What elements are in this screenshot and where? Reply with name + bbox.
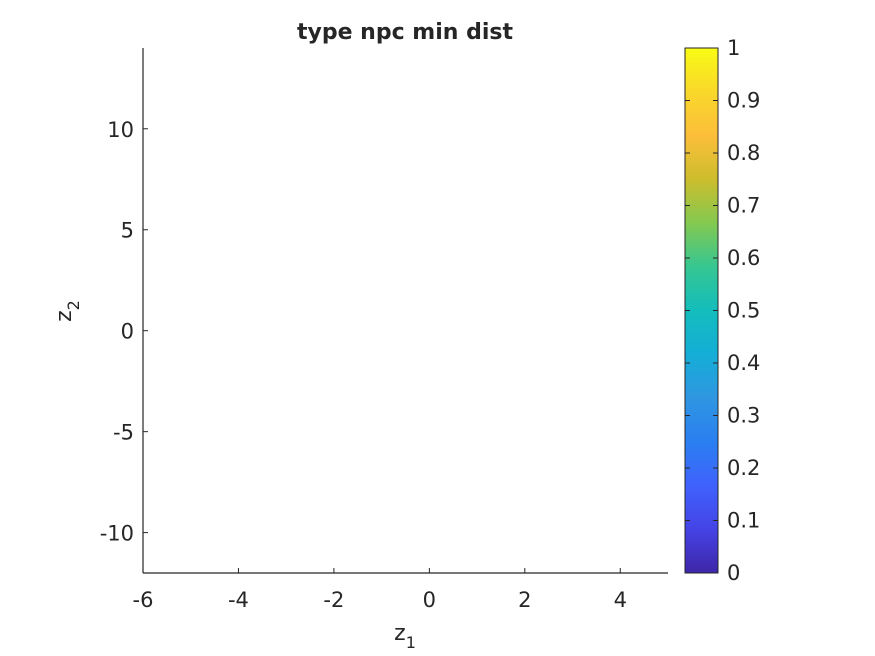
y-tick-label: 5 bbox=[121, 219, 134, 243]
y-tick-label: -5 bbox=[113, 421, 134, 445]
colorbar-tick-label: 0.7 bbox=[727, 194, 760, 218]
colorbar-tick-label: 1 bbox=[727, 36, 740, 60]
colorbar-tick-label: 0 bbox=[727, 561, 740, 585]
x-tick-label: -4 bbox=[228, 588, 249, 612]
plot-area: -6 -4 -2 0 2 4 -10 -5 0 5 10 bbox=[100, 48, 668, 612]
x-tick-label: 2 bbox=[518, 588, 531, 612]
x-axis-label-base: z bbox=[394, 621, 406, 646]
x-tick-label: 4 bbox=[614, 588, 627, 612]
y-tick-label: 0 bbox=[121, 320, 134, 344]
x-tick-label: -2 bbox=[323, 588, 344, 612]
x-tick-label: 0 bbox=[423, 588, 436, 612]
colorbar-tick-label: 0.3 bbox=[727, 404, 760, 428]
colorbar-tick-label: 0.5 bbox=[727, 299, 760, 323]
y-tick-label: -10 bbox=[100, 522, 134, 546]
colorbar-tick-label: 0.2 bbox=[727, 456, 760, 480]
colorbar: 0 0.1 0.2 0.3 0.4 0.5 0.6 0.7 0.8 0.9 1 bbox=[684, 36, 760, 585]
colorbar-tick-label: 0.4 bbox=[727, 351, 760, 375]
y-axis-label-base: z bbox=[52, 310, 77, 322]
y-axis-label: z2 bbox=[52, 300, 83, 322]
colorbar-ticks: 0 0.1 0.2 0.3 0.4 0.5 0.6 0.7 0.8 0.9 1 bbox=[685, 36, 760, 585]
y-axis-ticks: -10 -5 0 5 10 bbox=[100, 118, 148, 546]
x-axis-label: z1 bbox=[394, 621, 416, 652]
x-axis-ticks: -6 -4 -2 0 2 4 bbox=[133, 568, 627, 612]
chart-title: type npc min dist bbox=[297, 20, 513, 45]
colorbar-gradient bbox=[684, 47, 719, 574]
colorbar-tick-label: 0.1 bbox=[727, 509, 760, 533]
y-tick-label: 10 bbox=[107, 118, 134, 142]
x-tick-label: -6 bbox=[133, 588, 154, 612]
y-axis-label-sub: 2 bbox=[64, 300, 83, 310]
colorbar-tick-label: 0.6 bbox=[727, 246, 760, 270]
x-axis-label-sub: 1 bbox=[406, 633, 416, 652]
colorbar-tick-label: 0.9 bbox=[727, 89, 760, 113]
colorbar-tick-label: 0.8 bbox=[727, 141, 760, 165]
